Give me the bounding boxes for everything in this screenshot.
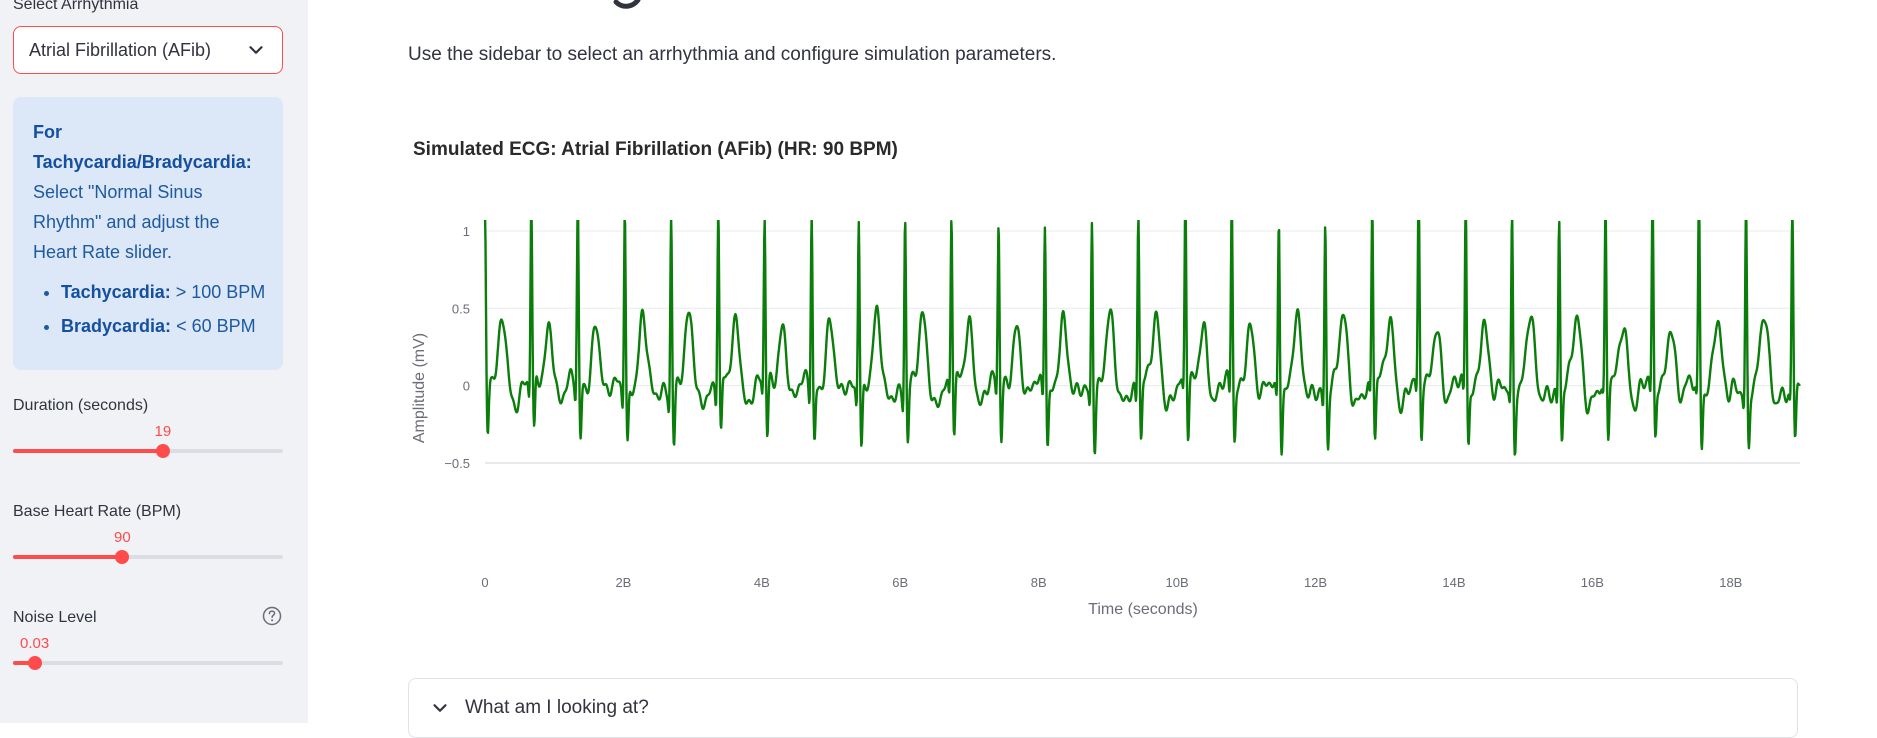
x-tick-label: 8B	[1031, 575, 1047, 590]
slider-value: 90	[114, 529, 131, 546]
info-heading: For Tachycardia/Bradycardia:	[33, 122, 252, 172]
x-axis-label: Time (seconds)	[1088, 601, 1198, 618]
heart-rate-slider[interactable]: 90	[13, 529, 283, 569]
info-text: Select "Normal Sinus Rhythm" and adjust …	[33, 182, 220, 262]
y-axis-label: Amplitude (mV)	[411, 333, 428, 443]
select-arrhythmia-label: Select Arrhythmia	[13, 0, 139, 13]
bullet-term: Tachycardia:	[61, 282, 171, 302]
arrhythmia-select[interactable]: Atrial Fibrillation (AFib)	[13, 26, 283, 74]
y-tick-label: 0.5	[452, 301, 470, 316]
slider-thumb[interactable]	[115, 550, 130, 564]
info-bullet-tachycardia: Tachycardia: > 100 BPM	[61, 275, 267, 309]
heart-rate-label: Base Heart Rate (BPM)	[13, 503, 182, 520]
slider-value: 19	[154, 423, 172, 440]
slider-value: 0.03	[19, 635, 50, 652]
bullet-value: < 60 BPM	[176, 316, 256, 336]
slider-fill	[13, 449, 163, 453]
x-tick-label: 16B	[1581, 575, 1604, 590]
main-description: Use the sidebar to select an arrhythmia …	[408, 44, 1057, 65]
ecg-trace	[483, 220, 1801, 456]
ecg-chart[interactable]: −0.5 0 0.5 1 0 2B 4B 6B 8B 10B 12B 14B 16B 18B Time …	[400, 220, 1820, 630]
y-tick-label: −0.5	[444, 456, 470, 471]
slider-track[interactable]	[13, 661, 283, 665]
x-tick-label: 12B	[1304, 575, 1327, 590]
info-box: For Tachycardia/Bradycardia: Select "Nor…	[13, 97, 283, 370]
slider-fill	[13, 661, 35, 665]
x-tick-label: 0	[481, 575, 488, 590]
noise-level-label: Noise Level	[13, 609, 97, 626]
slider-track[interactable]	[13, 555, 283, 559]
slider-thumb[interactable]	[155, 444, 170, 458]
x-tick-label: 6B	[892, 575, 908, 590]
duration-slider[interactable]: 19	[13, 423, 283, 463]
slider-thumb[interactable]	[27, 656, 42, 670]
bullet-value: > 100 BPM	[175, 282, 266, 302]
arrhythmia-select-value: Atrial Fibrillation (AFib)	[29, 39, 212, 60]
page-title-fragment	[613, 0, 641, 9]
x-tick-label: 14B	[1442, 575, 1465, 590]
x-tick-label: 2B	[615, 575, 631, 590]
help-icon[interactable]	[262, 606, 282, 626]
x-tick-label: 18B	[1719, 575, 1742, 590]
chevron-down-icon	[433, 704, 447, 712]
what-am-i-looking-at-expander[interactable]: What am I looking at?	[408, 678, 1798, 738]
bullet-term: Bradycardia:	[61, 316, 172, 336]
slider-fill	[13, 555, 123, 559]
y-tick-label: 1	[463, 224, 470, 239]
y-tick-label: 0	[463, 379, 470, 394]
chevron-down-icon	[249, 46, 263, 54]
y-tick-labels: −0.5 0 0.5 1	[444, 224, 470, 471]
x-tick-labels: 0 2B 4B 6B 8B 10B 12B 14B 16B 18B	[481, 575, 1742, 590]
duration-label: Duration (seconds)	[13, 397, 149, 414]
x-tick-label: 10B	[1166, 575, 1189, 590]
chart-title: Simulated ECG: Atrial Fibrillation (AFib…	[413, 139, 898, 160]
info-bullet-list: Tachycardia: > 100 BPM Bradycardia: < 60…	[33, 275, 267, 343]
x-tick-label: 4B	[754, 575, 770, 590]
noise-level-slider[interactable]: 0.03	[13, 635, 283, 675]
sidebar: Select Arrhythmia Atrial Fibrillation (A…	[0, 0, 308, 723]
info-bullet-bradycardia: Bradycardia: < 60 BPM	[61, 309, 267, 343]
expander-label: What am I looking at?	[465, 697, 649, 718]
